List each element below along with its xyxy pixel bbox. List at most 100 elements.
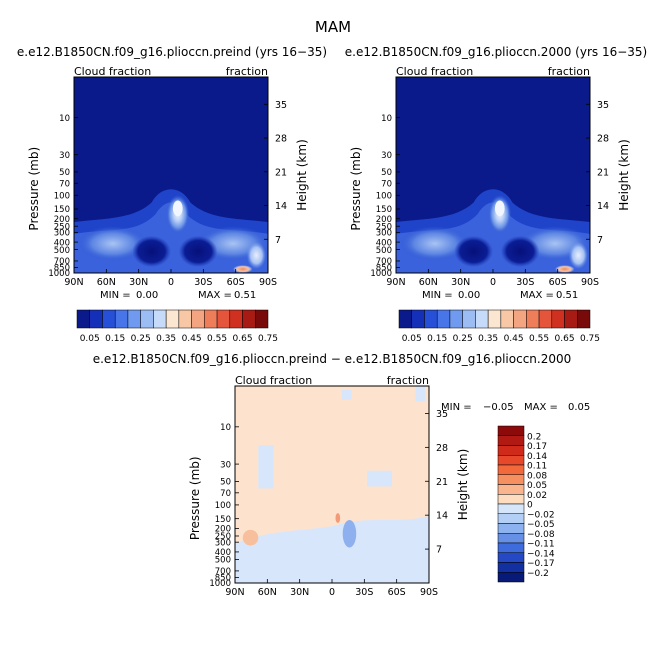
- colorbar-box: [229, 309, 243, 329]
- colorbar-box: [497, 484, 525, 495]
- colorbar-box: [526, 309, 540, 329]
- contour-subsidence-north: [132, 235, 172, 268]
- y-axis-label: Pressure (mb): [188, 456, 202, 540]
- y2-tick-label: 7: [275, 235, 281, 246]
- min-value: 0.00: [458, 290, 480, 301]
- y-tick-label: 100: [54, 192, 70, 202]
- contour-antarctic-cloud: [246, 241, 267, 270]
- y-tick-label: 70: [59, 179, 70, 189]
- y2-tick-label: 35: [275, 100, 287, 111]
- colorbar-box: [497, 435, 525, 446]
- y-tick-label: 70: [381, 179, 392, 189]
- colorbar-box: [497, 455, 525, 466]
- colorbar-box: [500, 309, 514, 329]
- contour-boundary-layer-max: [233, 265, 253, 273]
- colorbar-box: [89, 309, 103, 329]
- colorbar: 0.20.170.140.110.080.050.020−0.02−0.05−0…: [497, 425, 555, 583]
- colorbar-box: [411, 309, 425, 329]
- y-tick-label: 50: [381, 168, 392, 178]
- contour-negative-patch: [341, 389, 352, 400]
- colorbar-label: 0.02: [527, 491, 547, 501]
- y2-tick-label: 28: [436, 443, 448, 454]
- y-tick-label: 1000: [48, 269, 70, 279]
- colorbar-box: [449, 309, 463, 329]
- colorbar-box: [178, 309, 192, 329]
- contour-negative-tropical: [342, 519, 357, 548]
- y-tick-label: 850: [376, 264, 392, 274]
- x-tick-label: 90S: [259, 277, 277, 288]
- colorbar-box: [487, 309, 502, 329]
- colorbar-box: [497, 474, 525, 485]
- y-tick-label: 400: [54, 238, 70, 248]
- colorbar: 0.05 0.15 0.25 0.35 0.45 0.55 0.65 0.75: [76, 309, 278, 344]
- x-tick-label: 30N: [290, 587, 309, 598]
- y-tick-label: 250: [54, 222, 70, 232]
- y2-tick-label: 21: [436, 477, 448, 488]
- colorbar-box: [76, 309, 90, 329]
- units-label: fraction: [387, 374, 429, 387]
- contour-negative-troposphere: [235, 516, 429, 583]
- colorbar-box: [424, 309, 438, 329]
- x-tick-label: 90S: [420, 587, 438, 598]
- colorbar-label: 0.15: [427, 334, 447, 344]
- y-axis-label: Pressure (mb): [27, 147, 41, 231]
- colorbar-box: [497, 464, 525, 475]
- colorbar-box: [497, 523, 525, 534]
- y-tick-label: 10: [59, 114, 70, 124]
- y2-tick-label: 14: [597, 201, 609, 212]
- y2-axis-label: Height (km): [295, 139, 309, 210]
- x-tick-label: 30S: [355, 587, 373, 598]
- colorbar-label: −0.02: [527, 510, 555, 520]
- y-tick-label: 50: [220, 478, 231, 488]
- min-text: MIN =: [100, 290, 131, 301]
- y2-tick-label: 14: [436, 511, 448, 522]
- x-tick-label: 30S: [194, 277, 212, 288]
- colorbar-box: [255, 309, 269, 329]
- contour-subsidence-south: [178, 235, 218, 268]
- y-tick-label: 850: [215, 574, 231, 584]
- max-text: MAX =: [520, 290, 554, 301]
- y-tick-label: 300: [215, 538, 231, 548]
- y-tick-label: 200: [376, 215, 392, 225]
- colorbar-box: [153, 309, 167, 329]
- y2-axis-label: Height (km): [617, 139, 631, 210]
- panel-title: e.e12.B1850CN.f09_g16.plioccn.2000 (yrs …: [345, 45, 647, 59]
- colorbar-box: [216, 309, 231, 329]
- colorbar-label: 0.45: [182, 334, 202, 344]
- y2-tick-label: 14: [275, 201, 287, 212]
- colorbar-label: 0.65: [233, 334, 253, 344]
- colorbar-label: 0.55: [529, 334, 549, 344]
- y-tick-label: 400: [376, 238, 392, 248]
- colorbar-box: [165, 309, 180, 329]
- colorbar-label: 0.17: [527, 442, 547, 452]
- x-tick-label: 30N: [129, 277, 148, 288]
- y-tick-label: 30: [381, 151, 392, 161]
- y-tick-label: 50: [59, 168, 70, 178]
- colorbar-box: [497, 562, 525, 573]
- colorbar-box: [497, 513, 525, 524]
- contour-negative-patch: [366, 470, 393, 487]
- colorbar-label: 0.05: [80, 334, 100, 344]
- colorbar-box: [497, 494, 525, 505]
- panel-difference: e.e12.B1850CN.f09_g16.plioccn.preind − e…: [93, 352, 591, 598]
- colorbar-label: 0.05: [402, 334, 422, 344]
- contour-tropical-max: [494, 200, 505, 217]
- colorbar-box: [140, 309, 154, 329]
- colorbar-box: [497, 503, 525, 514]
- y2-axis-label: Height (km): [456, 449, 470, 520]
- max-text: MAX =: [198, 290, 232, 301]
- colorbar-box: [513, 309, 527, 329]
- y-tick-label: 150: [54, 205, 70, 215]
- y-tick-label: 700: [215, 567, 231, 577]
- y2-tick-label: 28: [275, 134, 287, 145]
- x-tick-label: 60N: [97, 277, 116, 288]
- x-tick-label: 90N: [225, 587, 244, 598]
- variable-label: Cloud fraction: [396, 65, 473, 78]
- colorbar-label: 0.55: [207, 334, 227, 344]
- colorbar-box: [462, 309, 476, 329]
- colorbar: 0.05 0.15 0.25 0.35 0.45 0.55 0.65 0.75: [398, 309, 600, 344]
- max-value: 0.51: [234, 290, 256, 301]
- colorbar-label: 0.35: [156, 334, 176, 344]
- x-tick-label: 90N: [386, 277, 405, 288]
